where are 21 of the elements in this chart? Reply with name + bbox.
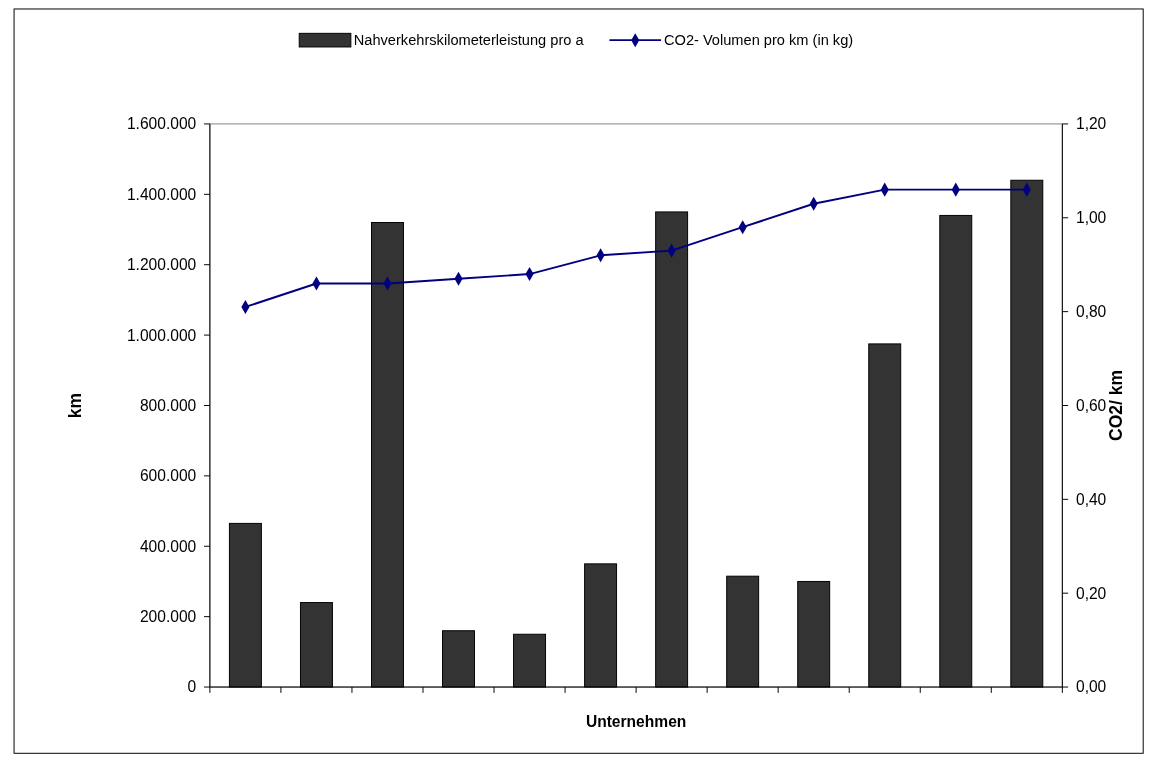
y2-tick-label: 0,40	[1075, 490, 1107, 508]
y2-axis-title: CO2/ km	[1105, 369, 1126, 442]
y-tick-label: 1.000.000	[126, 326, 197, 344]
legend-label: CO2- Volumen pro km (in kg)	[663, 32, 854, 49]
y2-tick-label: 0,20	[1075, 584, 1107, 602]
y-tick-label: 800.000	[139, 396, 197, 414]
y-tick-label: 600.000	[139, 467, 197, 485]
y-tick-label: 0	[187, 678, 197, 696]
y-tick-label: 1.400.000	[126, 185, 197, 203]
y-tick-label: 400.000	[139, 537, 197, 555]
y2-tick-label: 1,20	[1075, 115, 1107, 133]
y-tick-label: 1.600.000	[126, 115, 197, 133]
y2-tick-label: 1,00	[1075, 209, 1107, 227]
x-axis-title: Unternehmen	[585, 712, 687, 730]
legend-label: Nahverkehrskilometerleistung pro a	[353, 32, 585, 49]
y2-tick-label: 0,00	[1075, 678, 1107, 696]
y-axis-title: km	[65, 392, 86, 419]
y-tick-label: 1.200.000	[126, 256, 197, 274]
y2-tick-label: 0,60	[1075, 396, 1107, 414]
y2-tick-label: 0,80	[1075, 303, 1107, 321]
y-tick-label: 200.000	[139, 608, 197, 626]
